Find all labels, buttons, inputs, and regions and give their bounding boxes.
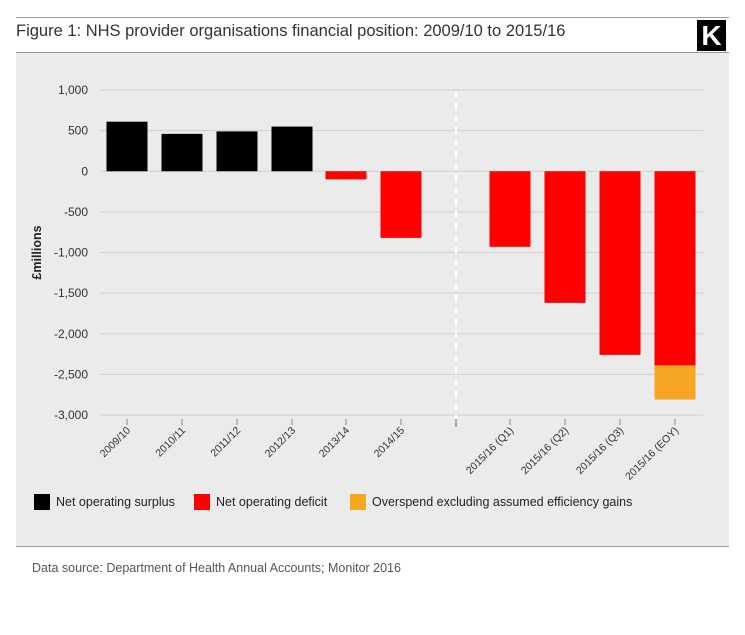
x-tick-label: 2012/13 [263,425,298,460]
bar-deficit [489,171,531,247]
bar-overspend [654,365,696,400]
x-tick-label: 2009/10 [98,425,133,460]
x-tick-label: 2013/14 [317,425,352,460]
x-tick-label: 2015/16 (Q2) [519,425,571,477]
bar-deficit [599,171,641,355]
y-tick-label: -2,000 [54,327,88,341]
x-tick-label: 2015/16 (EOY) [623,425,681,483]
bar-surplus [271,126,313,172]
y-axis-title: £millions [30,225,44,279]
legend-item-surplus: Net operating surplus [34,492,175,512]
bottom-rule [16,546,729,547]
bar-surplus [106,121,148,172]
title-rule [16,52,729,53]
legend-item-deficit: Net operating deficit [194,492,327,512]
y-tick-label: -500 [64,205,88,219]
legend-label-overspend: Overspend excluding assumed efficiency g… [372,495,633,509]
legend-swatch-overspend [350,494,366,510]
legend-swatch-deficit [194,494,210,510]
y-tick-label: 1,000 [58,83,88,97]
bar-surplus [161,133,203,172]
bar-deficit [654,171,696,366]
legend-label-surplus: Net operating surplus [56,495,175,509]
bar-surplus [216,131,258,172]
x-tick-label: 2015/16 (Q3) [574,425,626,477]
y-tick-label: -3,000 [54,408,88,422]
bar-chart: 1,000 500 0 -500 -1,000 -1,500 -2,000 -2,500 -3,… [30,83,703,483]
y-tick-label: -2,500 [54,367,88,381]
top-rule [16,17,729,18]
legend-item-overspend: Overspend excluding assumed efficiency g… [350,492,632,512]
x-tick-label: 2010/11 [153,425,188,460]
bar-deficit [325,171,367,180]
data-source-note: Data source: Department of Health Annual… [32,561,401,575]
y-tick-label: -1,500 [54,286,88,300]
y-tick-label: -1,000 [54,246,88,260]
kings-fund-logo: K [697,20,726,51]
chart-panel: 1,000 500 0 -500 -1,000 -1,500 -2,000 -2,500 -3,… [16,53,729,546]
y-tick-label: 0 [81,164,88,178]
y-tick-label: 500 [68,124,88,138]
x-tick-label: 2014/15 [372,425,407,460]
legend-swatch-surplus [34,494,50,510]
legend-label-deficit: Net operating deficit [216,495,328,509]
bar-deficit [380,171,422,238]
x-tick-label: 2015/16 (Q1) [464,425,516,477]
bar-deficit [544,171,586,303]
x-tick-label: 2011/12 [208,425,243,460]
chart-title: Figure 1: NHS provider organisations fin… [16,22,566,40]
